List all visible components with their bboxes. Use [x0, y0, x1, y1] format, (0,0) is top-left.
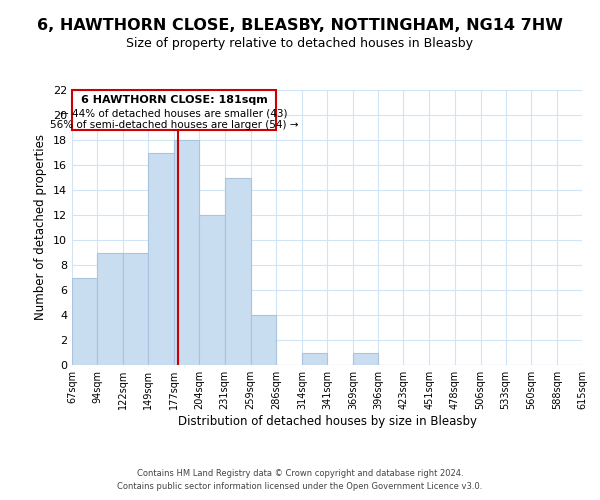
Bar	[251, 315, 276, 365]
Bar	[199, 215, 224, 365]
Text: 6, HAWTHORN CLOSE, BLEASBY, NOTTINGHAM, NG14 7HW: 6, HAWTHORN CLOSE, BLEASBY, NOTTINGHAM, …	[37, 18, 563, 32]
Bar	[353, 352, 378, 365]
Bar	[224, 178, 251, 365]
Text: Contains public sector information licensed under the Open Government Licence v3: Contains public sector information licen…	[118, 482, 482, 491]
Bar	[148, 152, 175, 365]
Text: ← 44% of detached houses are smaller (43): ← 44% of detached houses are smaller (43…	[60, 108, 287, 118]
FancyBboxPatch shape	[72, 90, 276, 130]
Bar	[97, 252, 123, 365]
Text: Contains HM Land Registry data © Crown copyright and database right 2024.: Contains HM Land Registry data © Crown c…	[137, 468, 463, 477]
Bar	[123, 252, 148, 365]
Bar	[175, 140, 199, 365]
Y-axis label: Number of detached properties: Number of detached properties	[34, 134, 47, 320]
Bar	[72, 278, 97, 365]
Text: Size of property relative to detached houses in Bleasby: Size of property relative to detached ho…	[127, 38, 473, 51]
Text: 56% of semi-detached houses are larger (54) →: 56% of semi-detached houses are larger (…	[50, 120, 298, 130]
X-axis label: Distribution of detached houses by size in Bleasby: Distribution of detached houses by size …	[178, 415, 476, 428]
Text: 6 HAWTHORN CLOSE: 181sqm: 6 HAWTHORN CLOSE: 181sqm	[80, 95, 267, 105]
Bar	[302, 352, 327, 365]
